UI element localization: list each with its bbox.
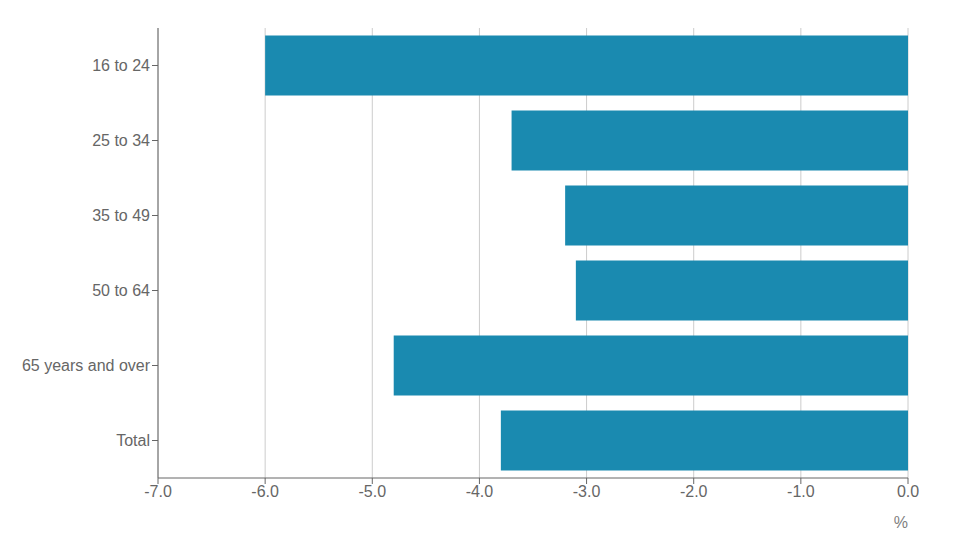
svg-text:%: % (894, 514, 908, 531)
svg-text:-4.0: -4.0 (466, 483, 494, 500)
svg-text:Total: Total (116, 432, 150, 449)
svg-text:35 to 49: 35 to 49 (92, 207, 150, 224)
svg-text:-5.0: -5.0 (358, 483, 386, 500)
svg-text:-1.0: -1.0 (787, 483, 815, 500)
svg-text:-7.0: -7.0 (144, 483, 172, 500)
svg-text:16 to 24: 16 to 24 (92, 57, 150, 74)
svg-text:0.0: 0.0 (897, 483, 919, 500)
svg-text:-3.0: -3.0 (573, 483, 601, 500)
svg-text:50 to 64: 50 to 64 (92, 282, 150, 299)
svg-text:-2.0: -2.0 (680, 483, 708, 500)
svg-text:25 to 34: 25 to 34 (92, 132, 150, 149)
svg-text:65 years and over: 65 years and over (22, 357, 151, 374)
svg-text:-6.0: -6.0 (251, 483, 279, 500)
